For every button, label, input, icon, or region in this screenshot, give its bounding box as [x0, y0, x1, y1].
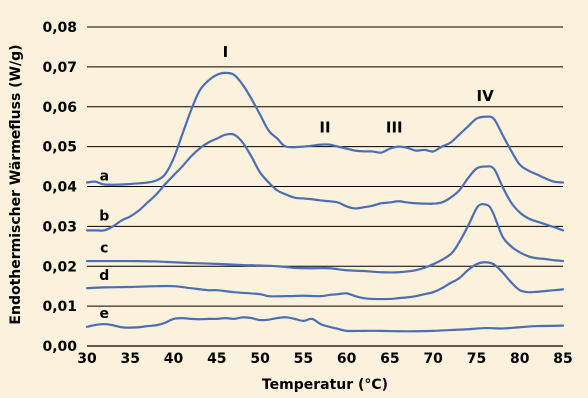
- y-tick-label: 0,07: [42, 60, 77, 76]
- x-tick-label: 40: [164, 351, 184, 367]
- peak-label-II: II: [319, 119, 330, 137]
- peak-label-III: III: [386, 119, 403, 137]
- grid-lines: [87, 26, 563, 347]
- x-tick-label: 65: [380, 351, 399, 367]
- curve-labels: a bcd e: [99, 169, 109, 323]
- y-tick-label: 0,05: [42, 140, 77, 156]
- series-line-b: [85, 132, 565, 232]
- x-tick-label: 70: [423, 351, 443, 367]
- peak-label-IV: IV: [477, 87, 495, 105]
- x-tick-label: 85: [553, 351, 572, 367]
- y-axis-tick-labels: 0,00 0,01 0,02 0,03 0,04 0,05 0,06 0,07 0,08: [42, 20, 77, 355]
- y-tick-label: 0,04: [42, 180, 77, 196]
- x-tick-label: 30: [77, 351, 97, 367]
- curve-label-b: b: [99, 208, 109, 224]
- x-tick-label: 35: [121, 351, 140, 367]
- x-tick-label: 60: [337, 351, 357, 367]
- y-tick-label: 0,06: [42, 100, 77, 116]
- x-tick-label: 55: [294, 351, 313, 367]
- x-tick-label: 50: [250, 351, 270, 367]
- peak-label-I: I: [223, 43, 229, 61]
- x-axis-tick-labels: 30 35 40 45 50 55 60 65 70 75 80 85: [77, 351, 572, 367]
- x-tick-label: 75: [467, 351, 486, 367]
- y-tick-label: 0,08: [42, 20, 77, 36]
- series-line-e: [85, 316, 565, 333]
- series-line-c: [85, 202, 565, 274]
- series-line-d: [85, 261, 565, 301]
- curve-label-c: c: [100, 240, 108, 256]
- y-tick-label: 0,02: [42, 259, 77, 275]
- series-lines: [85, 71, 565, 333]
- series-line-a: [85, 71, 565, 186]
- curve-label-e: e: [100, 306, 110, 322]
- curve-label-a: a: [100, 169, 109, 185]
- y-tick-label: 0,03: [42, 219, 77, 235]
- curve-label-d: d: [99, 268, 109, 284]
- y-axis-title: Endothermischer Wärmefluss (W/g): [8, 44, 24, 324]
- y-tick-label: 0,00: [42, 339, 77, 355]
- x-tick-label: 80: [510, 351, 530, 367]
- x-axis-title: Temperatur (°C): [262, 377, 388, 393]
- y-tick-label: 0,01: [42, 299, 77, 315]
- x-tick-label: 45: [207, 351, 226, 367]
